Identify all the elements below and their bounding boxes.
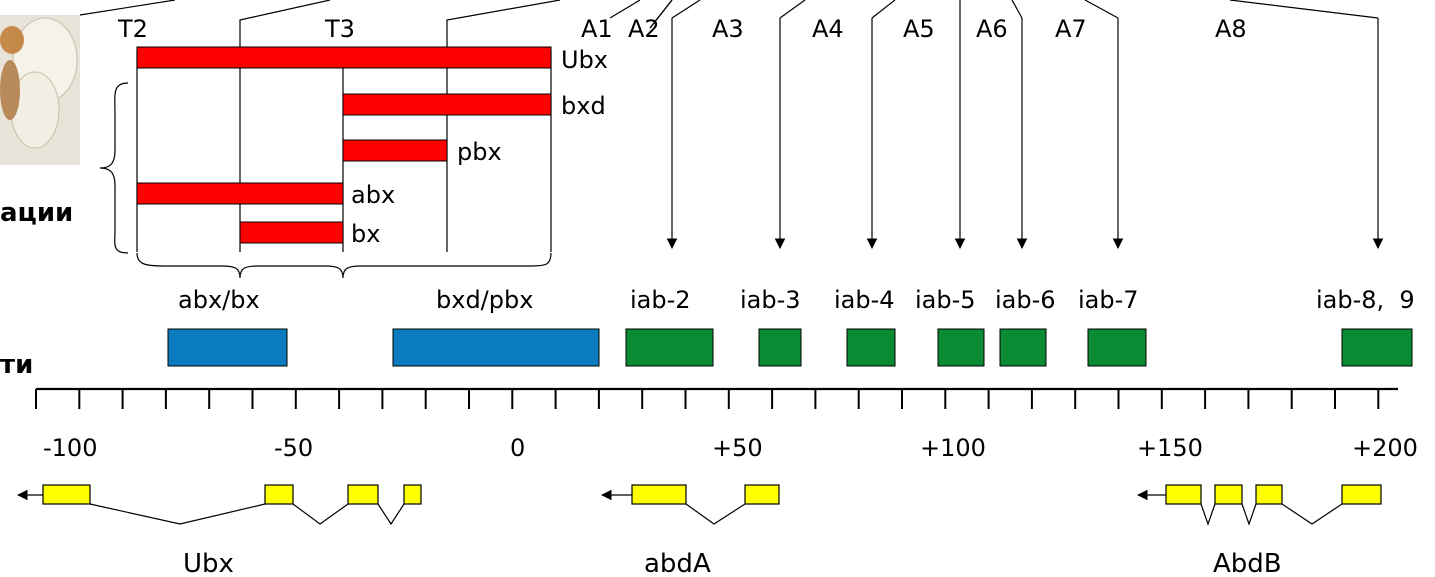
- gene-abdb: [1136, 484, 1382, 526]
- regulatory-regions: [167, 328, 1413, 367]
- gene-label: AbdB: [1213, 549, 1282, 577]
- iab-box: [937, 328, 985, 367]
- mutation-label: abx: [351, 181, 395, 209]
- axis-label: +50: [712, 434, 763, 462]
- mutation-label: Ubx: [561, 46, 608, 74]
- exon: [264, 484, 294, 505]
- mutation-label: bx: [351, 220, 380, 248]
- segment-arrows: [649, 0, 1384, 250]
- region-box-bxd-pbx: [392, 328, 600, 367]
- exon: [347, 484, 379, 505]
- gene-abda: [600, 484, 780, 525]
- left-brace: [99, 82, 129, 254]
- iab-label: iab-7: [1078, 286, 1139, 314]
- exon: [631, 484, 687, 505]
- gene-ubx: [16, 484, 422, 526]
- segment-label: A1: [581, 15, 613, 43]
- axis-ticks: [35, 389, 1380, 409]
- segment-label: A5: [903, 15, 935, 43]
- iab-label: iab-8, 9: [1316, 286, 1415, 314]
- exon: [403, 484, 422, 505]
- exon: [42, 484, 91, 505]
- exon: [1341, 484, 1382, 505]
- iab-label: iab-6: [995, 286, 1056, 314]
- segment-label: T3: [324, 15, 355, 43]
- axis-label: +150: [1137, 434, 1203, 462]
- region-labels: abx/bx bxd/pbx iab-2 iab-3 iab-4 iab-5 i…: [178, 286, 1415, 314]
- mutation-bar-ubx: [136, 46, 552, 69]
- gene-label: abdA: [644, 549, 711, 577]
- mutation-bar-bxd: [342, 93, 552, 116]
- mutation-bar-abx: [136, 182, 344, 205]
- axis-label: +100: [920, 434, 986, 462]
- exon: [1255, 484, 1283, 505]
- bottom-brace: [136, 252, 552, 279]
- region-label: abx/bx: [178, 286, 260, 314]
- side-label-mutations: ации: [0, 198, 73, 228]
- region-box-abx-bx: [167, 328, 288, 367]
- axis-label: 0: [510, 434, 525, 462]
- fly-image: [0, 15, 80, 165]
- axis-label: -100: [43, 434, 97, 462]
- mutation-label: bxd: [561, 92, 606, 120]
- mutation-bar-pbx: [342, 139, 448, 162]
- segment-label: A6: [976, 15, 1008, 43]
- segment-label: A8: [1215, 15, 1247, 43]
- gene-label: Ubx: [183, 549, 234, 577]
- exon: [744, 484, 780, 505]
- segment-label: A3: [712, 15, 744, 43]
- iab-label: iab-4: [834, 286, 895, 314]
- iab-label: iab-5: [915, 286, 976, 314]
- segment-label: A7: [1055, 15, 1087, 43]
- mutation-labels: Ubx bxd pbx abx bx: [351, 46, 608, 248]
- iab-label: iab-3: [740, 286, 801, 314]
- iab-box: [1087, 328, 1147, 367]
- side-label-regions: ти: [0, 350, 33, 380]
- mutation-bar-bx: [239, 221, 344, 244]
- iab-box: [999, 328, 1047, 367]
- exon: [1165, 484, 1202, 505]
- axis-labels: -100 -50 0 +50 +100 +150 +200: [43, 434, 1418, 462]
- exon: [1214, 484, 1243, 505]
- axis-label: -50: [274, 434, 313, 462]
- region-label: bxd/pbx: [436, 286, 533, 314]
- axis-ruler: [35, 387, 1398, 409]
- segment-label: T2: [117, 15, 148, 43]
- iab-box: [625, 328, 714, 367]
- iab-box: [846, 328, 896, 367]
- segment-labels: T2 T3 A1 A2 A3 A4 A5 A6 A7 A8: [117, 15, 1247, 43]
- segment-label: A4: [812, 15, 844, 43]
- mutation-label: pbx: [457, 138, 502, 166]
- iab-box: [758, 328, 802, 367]
- gene-labels: Ubx abdA AbdB: [183, 549, 1282, 577]
- mutation-bars: [136, 46, 552, 244]
- iab-label: iab-2: [630, 286, 691, 314]
- iab-box: [1341, 328, 1413, 367]
- segment-label: A2: [628, 15, 660, 43]
- axis-label: +200: [1352, 434, 1418, 462]
